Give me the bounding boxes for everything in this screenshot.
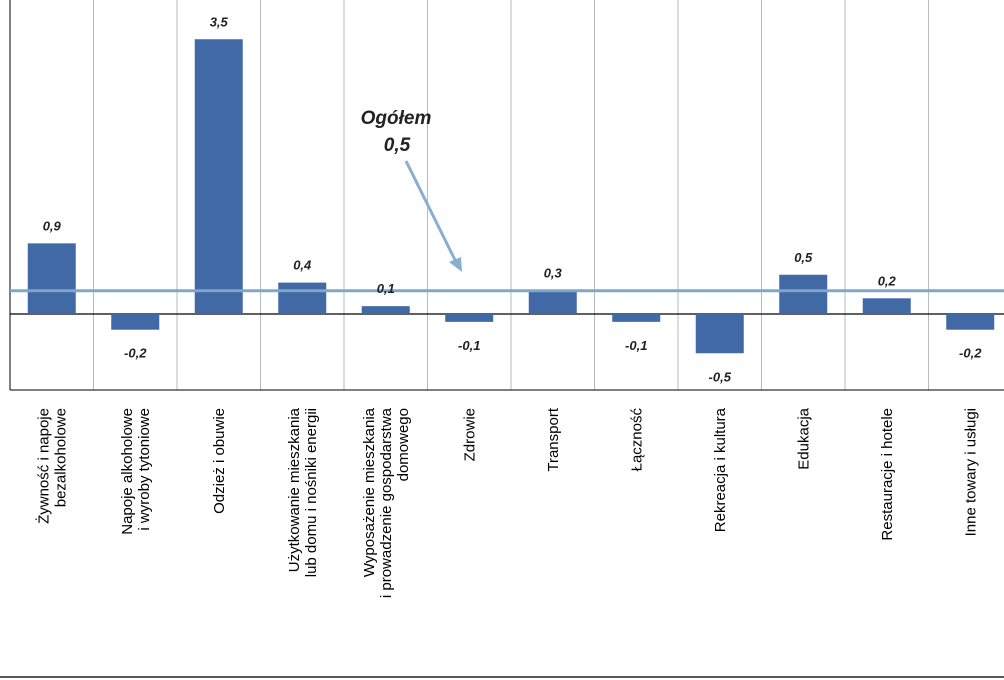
data-label: -0,2 — [959, 346, 982, 361]
category-label-line: Wyposażenie mieszkania — [361, 407, 378, 577]
data-label: 0,4 — [293, 258, 312, 273]
category-label-line: Napoje alkoholowe — [119, 408, 136, 535]
category-label-line: Użytkowanie mieszkania — [286, 407, 303, 572]
category-label-line: Żywność i napoje — [34, 408, 52, 524]
bar — [612, 314, 661, 322]
category-label-line: i wyroby tytoniowe — [136, 408, 153, 531]
annotation-arrow — [404, 160, 460, 267]
value-labels: 0,9 -0,2 3,5 0,4 0,1 -0,1 0,3 -0,1 -0,5 0,5 0,2 -0,… — [43, 14, 983, 384]
bar — [779, 274, 828, 314]
bars — [27, 39, 995, 354]
bar — [278, 282, 327, 314]
bar — [361, 306, 410, 314]
annotation-value: 0,5 — [384, 135, 411, 156]
ogolem-annotation: Ogółem 0,5 — [361, 108, 462, 272]
data-label: -0,1 — [458, 338, 480, 353]
category-label: Rekreacja i kultura — [712, 407, 729, 532]
bar — [445, 314, 494, 322]
data-label: -0,2 — [124, 346, 147, 361]
data-label: 3,5 — [210, 14, 229, 29]
category-label-line: Transport — [545, 407, 562, 471]
category-label-line: Zdrowie — [461, 408, 478, 461]
data-label: -0,1 — [625, 338, 647, 353]
category-label-line: Inne towary i usługi — [962, 408, 979, 536]
bar — [862, 298, 911, 314]
data-label: 0,9 — [43, 218, 62, 233]
category-label-line: Łączność — [628, 408, 645, 472]
category-label: Łączność — [628, 408, 645, 472]
category-label: Transport — [545, 407, 562, 471]
category-label: Napoje alkoholowe i wyroby tytoniowe — [119, 408, 153, 535]
category-label-line: Edukacja — [795, 407, 812, 469]
data-label: -0,5 — [709, 369, 732, 384]
category-labels: Żywność i napoje bezalkoholowe Napoje alko… — [34, 407, 979, 598]
category-label-line: lub domu i nośniki energii — [303, 408, 320, 577]
category-label: Wyposażenie mieszkania i prowadzenie gosp… — [361, 407, 412, 598]
data-label: 0,5 — [794, 250, 813, 265]
category-label: Zdrowie — [461, 408, 478, 461]
category-label-line: Odzież i obuwie — [211, 408, 228, 514]
annotation-arrowhead — [449, 257, 462, 272]
category-label: Inne towary i usługi — [962, 408, 979, 536]
annotation-label: Ogółem — [361, 108, 432, 129]
category-label: Żywność i napoje bezalkoholowe — [34, 408, 69, 524]
data-label: 0,2 — [878, 273, 897, 288]
category-label-line: Restauracje i hotele — [879, 408, 896, 541]
category-label-line: i prowadzenie gospodarstwa — [378, 407, 395, 598]
category-label-line: bezalkoholowe — [52, 408, 69, 507]
category-label-line: Rekreacja i kultura — [712, 407, 729, 532]
data-label: 0,1 — [377, 281, 395, 296]
bar — [111, 314, 160, 330]
bar — [695, 314, 744, 354]
bar — [27, 243, 76, 314]
category-label: Użytkowanie mieszkania lub domu i nośniki… — [286, 407, 320, 577]
bar — [946, 314, 995, 330]
bar — [528, 290, 577, 314]
category-label: Restauracje i hotele — [879, 408, 896, 541]
category-label: Odzież i obuwie — [211, 408, 228, 514]
bar — [194, 39, 243, 314]
category-label-line: domowego — [395, 408, 412, 481]
grid-lines — [93, 0, 929, 390]
data-label: 0,3 — [544, 265, 563, 280]
category-label: Edukacja — [795, 407, 812, 469]
